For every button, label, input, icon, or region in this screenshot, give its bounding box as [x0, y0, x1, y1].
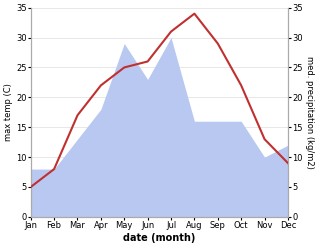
- X-axis label: date (month): date (month): [123, 233, 196, 243]
- Y-axis label: med. precipitation (kg/m2): med. precipitation (kg/m2): [305, 56, 314, 169]
- Y-axis label: max temp (C): max temp (C): [4, 83, 13, 141]
